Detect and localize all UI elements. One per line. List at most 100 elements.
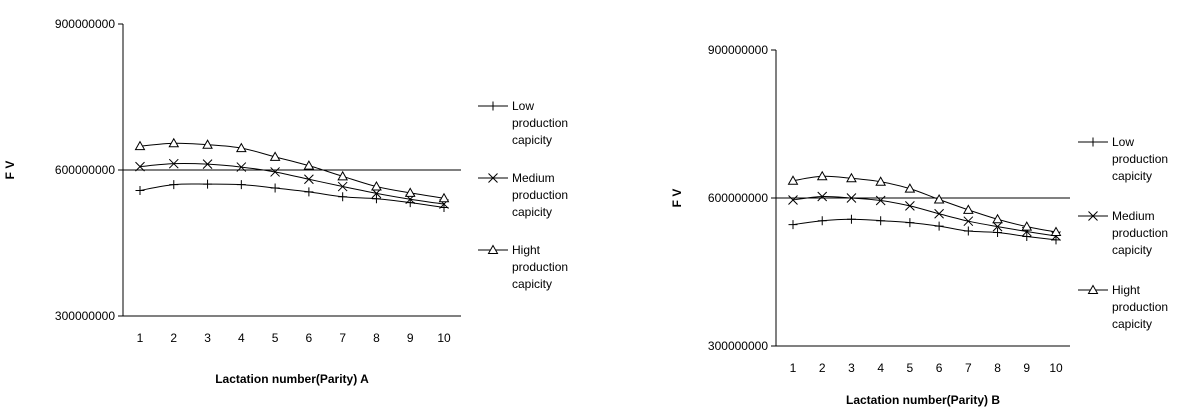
- plus-marker: [169, 180, 179, 190]
- x-tick-label: 4: [877, 361, 884, 375]
- x-tick-label: 3: [204, 331, 211, 345]
- triangle-marker: [235, 142, 247, 153]
- y-axis-label: F V: [670, 189, 684, 208]
- x-marker: [846, 193, 857, 203]
- x-tick-label: 9: [1023, 361, 1030, 375]
- plus-marker: [1022, 231, 1032, 241]
- x-tick-label: 1: [790, 361, 797, 375]
- x-tick-label: 7: [965, 361, 972, 375]
- series-line: [139, 162, 445, 205]
- series-line: [139, 183, 445, 208]
- chart-svg: 300000000 600000000 900000000 1 2 3 4 5 6 7 8 9 10 F …: [3, 17, 568, 386]
- x-tick-label: 2: [819, 361, 826, 375]
- x-marker: [337, 181, 348, 192]
- series-line: [792, 218, 1057, 241]
- x-tick-label: 5: [907, 361, 914, 375]
- plus-marker: [1051, 235, 1061, 245]
- triangle-marker: [846, 172, 857, 183]
- triangle-marker: [303, 160, 315, 170]
- legend-label: Hight production capicity: [512, 243, 568, 291]
- x-tick-label: 3: [848, 361, 855, 375]
- y-tick-label: 600000000: [55, 163, 115, 177]
- triangle-marker: [337, 170, 349, 181]
- x-tick-label: 8: [373, 331, 380, 345]
- legend-label: Low production capicity: [512, 99, 568, 147]
- series-triangle: [134, 137, 450, 203]
- series-line: [792, 195, 1057, 237]
- x-axis-label: Lactation number(Parity) A: [215, 372, 369, 386]
- triangle-marker: [371, 181, 382, 191]
- triangle-marker: [1050, 226, 1062, 237]
- triangle-marker: [404, 187, 416, 197]
- x-marker: [817, 191, 828, 202]
- triangle-marker: [787, 175, 799, 185]
- x-marker: [788, 195, 798, 205]
- triangle-marker: [962, 204, 974, 214]
- legend-x-marker: [1088, 211, 1098, 221]
- legend-triangle-marker: [1087, 284, 1099, 294]
- plus-marker: [304, 187, 314, 197]
- y-tick-label: 900000000: [55, 17, 115, 31]
- legend-x-marker: [488, 173, 498, 183]
- triangle-marker: [438, 192, 450, 203]
- x-marker: [202, 159, 213, 170]
- chart-a: 300000000 600000000 900000000 1 2 3 4 5 6 7 8 9 10 F …: [0, 0, 600, 412]
- legend-plus-marker: [1088, 137, 1098, 147]
- plus-marker: [371, 194, 381, 204]
- plus-marker: [338, 192, 348, 202]
- series-line: [139, 142, 445, 199]
- x-tick-label: 4: [238, 331, 245, 345]
- x-marker: [934, 208, 944, 219]
- x-marker: [270, 167, 280, 177]
- triangle-marker: [875, 176, 887, 186]
- legend-plus-marker: [488, 101, 498, 111]
- plus-marker: [993, 228, 1003, 238]
- triangle-marker: [933, 193, 945, 204]
- plus-marker: [846, 214, 856, 224]
- plus-marker: [135, 185, 145, 195]
- x-marker: [992, 221, 1003, 232]
- legend-label: Medium production capicity: [1112, 209, 1168, 257]
- x-tick-label: 10: [1049, 361, 1063, 375]
- triangle-marker: [904, 183, 916, 193]
- y-tick-label: 900000000: [708, 43, 768, 57]
- triangle-marker: [816, 170, 828, 181]
- series-plus: [135, 179, 449, 212]
- x-tick-label: 6: [306, 331, 313, 345]
- triangle-marker: [168, 137, 180, 148]
- x-tick-label: 1: [137, 331, 144, 345]
- series-triangle: [787, 170, 1062, 237]
- triangle-marker: [134, 140, 146, 151]
- x-tick-label: 2: [170, 331, 177, 345]
- x-tick-label: 6: [936, 361, 943, 375]
- x-marker: [963, 216, 974, 227]
- plus-marker: [905, 218, 915, 228]
- y-tick-label: 300000000: [55, 309, 115, 323]
- series-x: [135, 158, 449, 209]
- triangle-marker: [269, 151, 281, 161]
- y-axis-label: F V: [3, 161, 17, 180]
- plus-marker: [817, 216, 827, 226]
- x-axis-label: Lactation number(Parity) B: [846, 393, 1000, 407]
- series-line: [792, 175, 1057, 233]
- x-marker: [905, 201, 915, 211]
- y-tick-label: 300000000: [708, 339, 768, 353]
- x-tick-label: 9: [407, 331, 414, 345]
- x-tick-label: 7: [339, 331, 346, 345]
- y-tick-label: 600000000: [708, 191, 768, 205]
- plus-marker: [876, 216, 886, 226]
- plus-marker: [203, 179, 213, 189]
- series-x: [788, 191, 1061, 241]
- legend-label: Hight production capicity: [1112, 283, 1168, 331]
- x-tick-label: 5: [272, 331, 279, 345]
- x-marker: [168, 158, 179, 169]
- x-marker: [304, 174, 314, 185]
- x-marker: [875, 195, 886, 206]
- plus-marker: [788, 220, 798, 230]
- x-marker: [236, 162, 247, 172]
- plus-marker: [934, 221, 944, 231]
- chart-b: 300000000 600000000 900000000 1 2 3 4 5 6 7 8 9 10 F …: [600, 0, 1194, 412]
- triangle-marker: [202, 139, 213, 149]
- triangle-marker: [1021, 221, 1033, 231]
- x-tick-label: 8: [994, 361, 1001, 375]
